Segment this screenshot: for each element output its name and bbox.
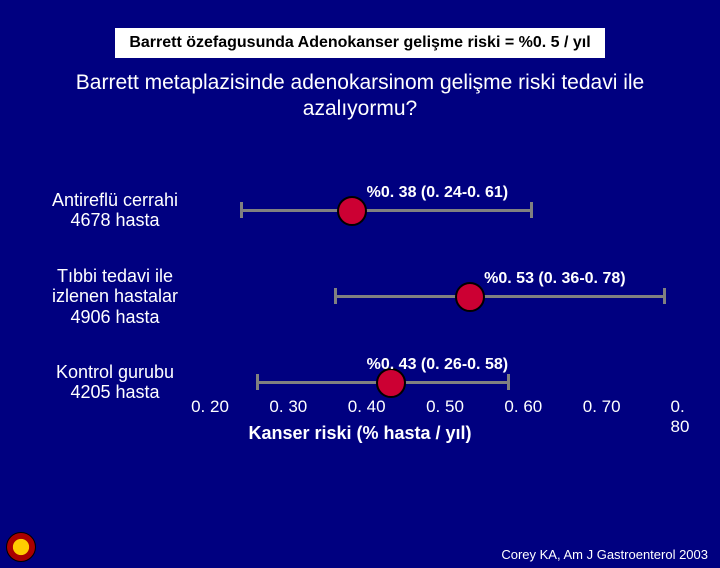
logo-icon <box>6 532 36 562</box>
tick-label: 0. 40 <box>348 397 386 417</box>
header-box: Barrett özefagusunda Adenokanser gelişme… <box>115 28 604 58</box>
estimate-text: %0. 43 (0. 26-0. 58) <box>367 356 508 374</box>
citation: Corey KA, Am J Gastroenterol 2003 <box>501 547 708 562</box>
header-text: Barrett özefagusunda Adenokanser gelişme… <box>129 34 590 51</box>
ci-cap <box>507 374 510 390</box>
forest-plot: Antireflü cerrahi4678 hasta %0. 38 (0. 24… <box>30 137 690 397</box>
subheading: Barrett metaplazisinde adenokarsinom gel… <box>30 70 690 123</box>
ci-cap <box>530 202 533 218</box>
tick-label: 0. 50 <box>426 397 464 417</box>
ci-cap <box>256 374 259 390</box>
estimate-text: %0. 38 (0. 24-0. 61) <box>367 184 508 202</box>
tick-label: 0. 80 <box>671 397 690 437</box>
estimate-marker <box>337 196 367 226</box>
x-axis: Kanser riski (% hasta / yıl) 0. 200. 300… <box>30 397 690 437</box>
axis-title: Kanser riski (% hasta / yıl) <box>30 423 690 444</box>
ci-cap <box>663 288 666 304</box>
tick-label: 0. 70 <box>583 397 621 417</box>
ci-cap <box>334 288 337 304</box>
group-label: Antireflü cerrahi4678 hasta <box>30 190 200 231</box>
estimate-marker <box>455 282 485 312</box>
ci-line <box>241 209 531 212</box>
ci-cap <box>240 202 243 218</box>
tick-label: 0. 30 <box>269 397 307 417</box>
group-label: Tıbbi tedavi ileizlenen hastalar4906 has… <box>30 266 200 328</box>
ci-line <box>335 295 664 298</box>
tick-label: 0. 60 <box>504 397 542 417</box>
estimate-text: %0. 53 (0. 36-0. 78) <box>484 270 625 288</box>
tick-label: 0. 20 <box>191 397 229 417</box>
